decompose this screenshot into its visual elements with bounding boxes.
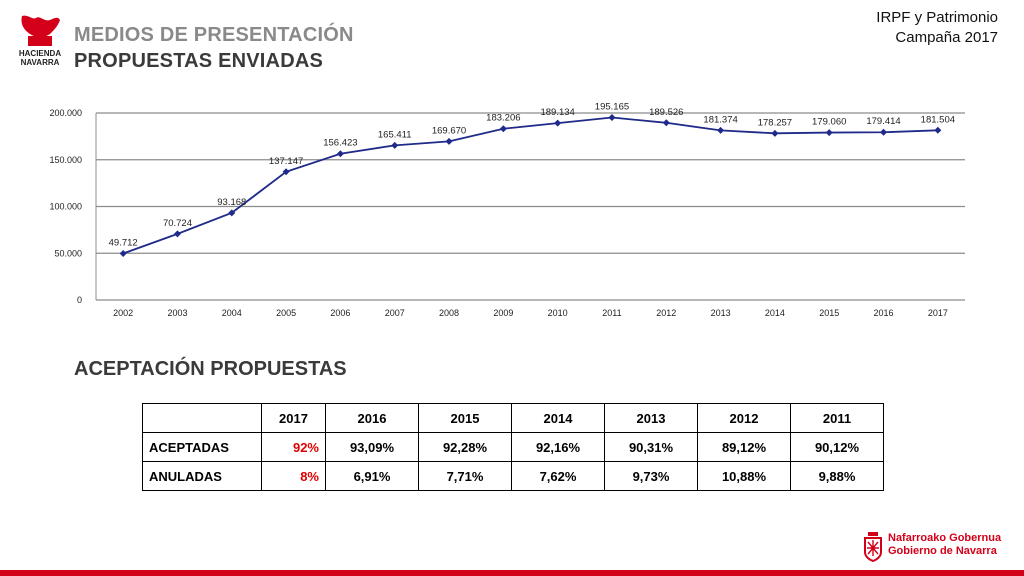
navarra-coat-of-arms-icon: [864, 532, 882, 562]
data-label: 189.526: [649, 107, 683, 118]
table-cell: 9,73%: [604, 461, 698, 491]
data-label: 169.670: [432, 125, 466, 136]
government-name-basque: Nafarroako Gobernua: [888, 532, 1002, 544]
x-tick-label: 2009: [493, 308, 513, 318]
campaign-line2: Campaña 2017: [895, 29, 998, 46]
data-point: [282, 168, 290, 176]
section-title-acceptance: ACEPTACIÓN PROPUESTAS: [74, 358, 347, 380]
data-point: [662, 119, 670, 127]
data-point: [771, 129, 779, 137]
table-cell: 9,88%: [790, 461, 884, 491]
data-point: [608, 114, 616, 122]
x-tick-label: 2002: [113, 308, 133, 318]
data-label: 181.374: [703, 114, 737, 125]
table-cell: 8%: [261, 461, 326, 491]
campaign-label: IRPF y Patrimonio Campaña 2017: [876, 8, 998, 48]
data-label: 178.257: [758, 117, 792, 128]
y-tick-label: 50.000: [54, 248, 82, 258]
table-header-cell: 2015: [418, 403, 512, 433]
table-cell: 10,88%: [697, 461, 791, 491]
x-tick-label: 2013: [711, 308, 731, 318]
table-header-cell: [142, 403, 262, 433]
table-cell: 89,12%: [697, 432, 791, 462]
table-header-cell: 2011: [790, 403, 884, 433]
logo-text-line1: HACIENDA: [19, 49, 61, 58]
table-cell: 92%: [261, 432, 326, 462]
proposals-line-chart: 0 50.000 100.000 150.000 200.000 2002 2003 2004…: [49, 102, 965, 318]
row-label-anuladas: ANULADAS: [142, 461, 262, 491]
x-tick-label: 2016: [874, 308, 894, 318]
government-name-spanish: Gobierno de Navarra: [888, 545, 997, 557]
campaign-line1: IRPF y Patrimonio: [876, 9, 998, 26]
data-point: [499, 125, 507, 133]
table-cell: 6,91%: [325, 461, 419, 491]
data-point: [336, 150, 344, 158]
x-tick-label: 2005: [276, 308, 296, 318]
table-header-cell: 2012: [697, 403, 791, 433]
x-tick-label: 2008: [439, 308, 459, 318]
table-row: ACEPTADAS 92% 93,09% 92,28% 92,16% 90,31…: [142, 432, 884, 462]
table-header-cell: 2016: [325, 403, 419, 433]
data-label: 137.147: [269, 156, 303, 167]
table-header-cell: 2014: [511, 403, 605, 433]
table-row: ANULADAS 8% 6,91% 7,71% 7,62% 9,73% 10,8…: [142, 461, 884, 491]
data-point: [391, 141, 399, 149]
table-cell: 92,16%: [511, 432, 605, 462]
data-point: [934, 126, 942, 134]
series-line: [122, 116, 938, 255]
data-point: [880, 128, 888, 136]
data-label: 181.504: [921, 114, 955, 125]
acceptance-table: 2017 2016 2015 2014 2013 2012 2011 ACEPT…: [142, 403, 884, 491]
data-label: 156.423: [323, 138, 357, 149]
table-cell: 92,28%: [418, 432, 512, 462]
data-label: 70.724: [163, 218, 192, 229]
table-cell: 90,31%: [604, 432, 698, 462]
data-label: 49.712: [109, 238, 138, 249]
x-tick-label: 2015: [819, 308, 839, 318]
government-name: Nafarroako Gobernua Gobierno de Navarra: [888, 532, 1001, 558]
table-cell: 7,62%: [511, 461, 605, 491]
x-tick-label: 2010: [548, 308, 568, 318]
logo-text-line2: NAVARRA: [21, 58, 60, 67]
page-title: MEDIOS DE PRESENTACIÓN: [74, 24, 354, 46]
y-tick-label: 0: [77, 295, 82, 305]
table-cell: 93,09%: [325, 432, 419, 462]
data-label: 189.134: [540, 107, 574, 118]
data-point: [173, 230, 181, 238]
data-point: [445, 137, 453, 145]
data-label: 195.165: [595, 102, 629, 113]
table-cell: 7,71%: [418, 461, 512, 491]
table-header-cell: 2017: [261, 403, 326, 433]
data-point: [119, 250, 127, 258]
y-tick-label: 150.000: [49, 155, 82, 165]
footer-bar: [0, 570, 1024, 576]
x-tick-label: 2012: [656, 308, 676, 318]
x-tick-label: 2006: [330, 308, 350, 318]
x-tick-label: 2007: [385, 308, 405, 318]
x-tick-label: 2004: [222, 308, 242, 318]
y-tick-label: 200.000: [49, 108, 82, 118]
x-tick-label: 2011: [602, 308, 621, 318]
data-point: [717, 126, 725, 134]
data-label: 183.206: [486, 113, 520, 124]
table-header-cell: 2013: [604, 403, 698, 433]
y-tick-label: 100.000: [49, 202, 82, 212]
table-cell: 90,12%: [790, 432, 884, 462]
x-tick-label: 2003: [167, 308, 187, 318]
hacienda-navarra-logo: HACIENDA NAVARRA: [19, 15, 61, 67]
data-point: [554, 119, 562, 127]
x-tick-label: 2017: [928, 308, 948, 318]
data-point: [228, 209, 236, 217]
row-label-aceptadas: ACEPTADAS: [142, 432, 262, 462]
page-subtitle: PROPUESTAS ENVIADAS: [74, 50, 324, 72]
data-label: 179.060: [812, 117, 846, 128]
data-label: 179.414: [866, 116, 900, 127]
data-label: 165.411: [378, 129, 412, 140]
data-point: [825, 129, 833, 137]
table-header-row: 2017 2016 2015 2014 2013 2012 2011: [142, 403, 884, 433]
x-tick-label: 2014: [765, 308, 785, 318]
data-label: 93.168: [217, 197, 246, 208]
